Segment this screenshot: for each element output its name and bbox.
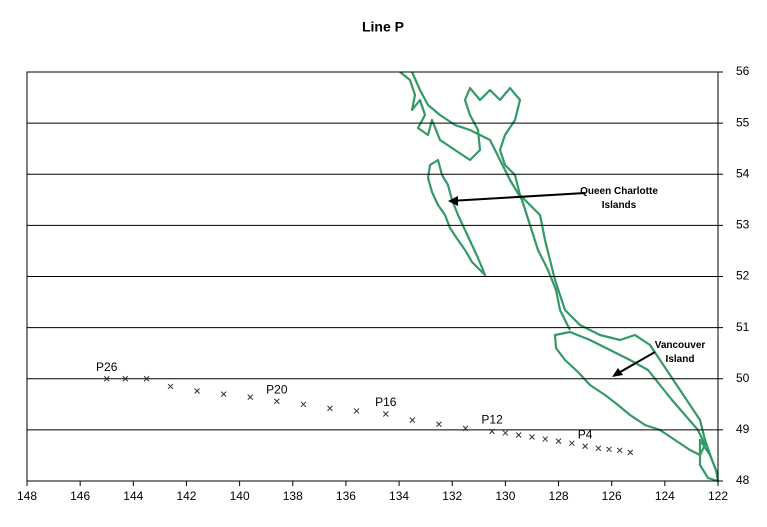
y-tick-label: 49	[736, 422, 750, 436]
point-label: P16	[375, 395, 397, 409]
annotation: Queen Charlotte Islands	[580, 186, 658, 211]
data-point	[143, 375, 150, 382]
y-tick-label: 54	[736, 166, 750, 180]
x-tick-label: 146	[70, 489, 90, 503]
data-point	[194, 388, 200, 394]
x-tick-label: 144	[123, 489, 143, 503]
data-point	[515, 432, 522, 438]
x-tick-label: 136	[336, 489, 356, 503]
data-point	[606, 446, 612, 453]
data-point	[462, 425, 469, 432]
data-point	[555, 438, 562, 444]
point-label: P12	[481, 413, 503, 427]
y-tick-label: 55	[736, 115, 750, 129]
x-tick-label: 132	[442, 489, 462, 503]
arrow-head	[448, 196, 458, 206]
y-tick-label: 48	[736, 473, 750, 487]
x-tick-label: 134	[389, 489, 409, 503]
y-tick-label: 51	[736, 320, 750, 334]
data-point	[122, 375, 129, 382]
annotation: Vancouver Island	[655, 340, 706, 365]
x-tick-label: 142	[176, 489, 196, 503]
x-tick-label: 128	[549, 489, 569, 503]
point-label: P4	[578, 427, 593, 441]
chart-title: Line P	[362, 19, 404, 35]
arrow-head	[612, 368, 623, 377]
arrow	[449, 192, 586, 202]
x-tick-label: 138	[283, 489, 303, 503]
data-point	[327, 405, 333, 412]
data-point	[167, 383, 174, 390]
y-tick-label: 50	[736, 371, 750, 385]
point-label: P20	[266, 382, 288, 396]
data-point	[529, 434, 535, 440]
data-point	[436, 421, 442, 428]
data-point	[382, 411, 389, 417]
data-point	[542, 436, 549, 442]
data-point	[568, 440, 575, 447]
x-tick-label: 122	[708, 489, 728, 503]
y-tick-label: 53	[736, 218, 750, 232]
x-tick-label: 130	[495, 489, 515, 503]
data-point	[489, 428, 495, 435]
x-tick-label: 124	[655, 489, 675, 503]
data-point	[502, 430, 509, 436]
data-point	[409, 417, 416, 424]
x-tick-label: 148	[17, 489, 37, 503]
data-point	[247, 394, 254, 401]
y-tick-label: 56	[736, 64, 750, 78]
data-point	[300, 401, 307, 408]
point-label: P26	[96, 360, 118, 374]
y-tick-label: 52	[736, 269, 750, 283]
data-point	[273, 398, 280, 405]
data-point	[616, 447, 623, 454]
x-tick-label: 126	[602, 489, 622, 503]
data-point	[220, 391, 227, 397]
data-point	[582, 443, 588, 450]
arrow	[614, 351, 656, 376]
data-point	[627, 449, 634, 456]
data-point	[353, 408, 360, 414]
data-point	[103, 375, 110, 382]
data-point	[595, 445, 602, 452]
x-tick-label: 140	[230, 489, 250, 503]
